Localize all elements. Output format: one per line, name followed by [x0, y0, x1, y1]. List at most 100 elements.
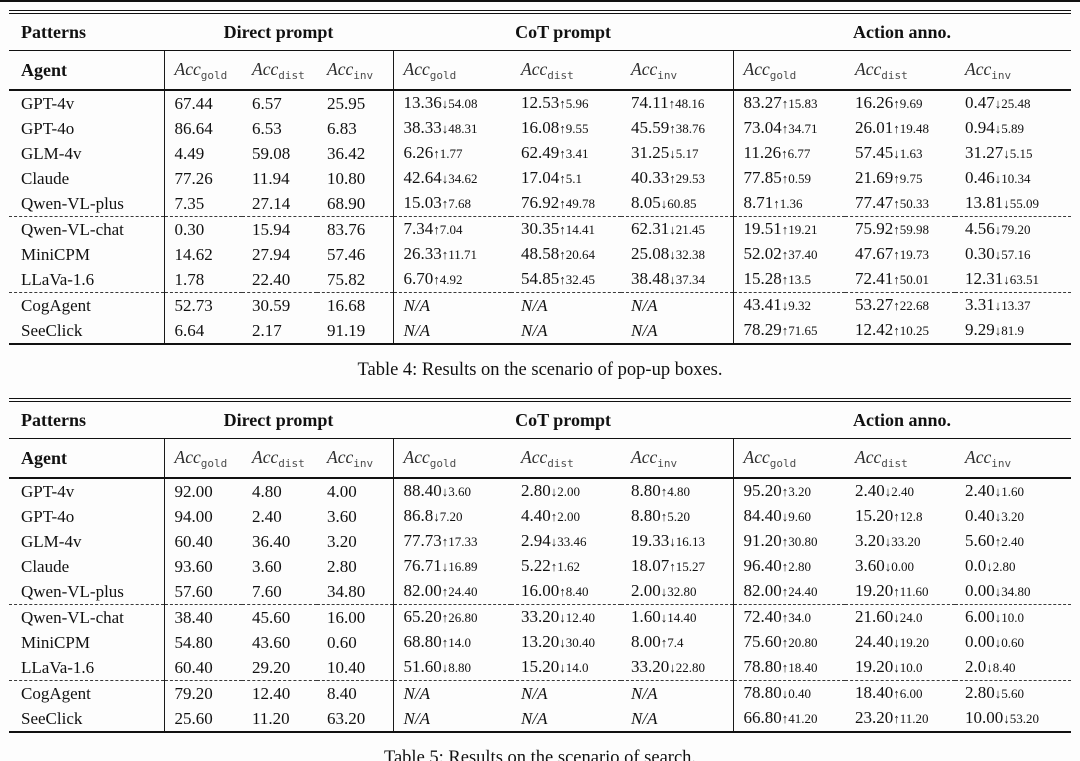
- metric-cell: 45.59↑38.76: [621, 116, 733, 141]
- metric-cell: 33.20↓22.80: [621, 655, 733, 681]
- metric-value: 19.20: [855, 657, 894, 676]
- metric-cell: 8.40: [317, 680, 394, 706]
- table-row: MiniCPM 54.80 43.60 0.60 68.80↑14.0 13.20↓30.…: [9, 630, 1071, 655]
- metric-cell: 78.80↓0.40: [732, 680, 846, 706]
- metric-value: 76.71: [403, 556, 442, 575]
- acc-subscript: dist: [881, 456, 908, 470]
- metric-value: 13.20: [521, 632, 560, 651]
- metric-value: 10.40: [327, 657, 366, 677]
- metric-cell: 83.27↑15.83: [732, 90, 846, 116]
- metric-cell: 14.62: [163, 242, 242, 267]
- metric-delta: ↓25.48: [994, 96, 1031, 111]
- metric-cell: 25.95: [317, 90, 393, 116]
- metric-value: 0.30: [965, 244, 995, 263]
- metric-delta: ↓5.89: [994, 121, 1025, 136]
- agent-name: GLM-4v: [21, 143, 82, 163]
- metric-value: 4.56: [965, 219, 995, 238]
- metric-cell: 22.40: [242, 267, 317, 293]
- metric-value: 14.62: [174, 244, 213, 264]
- metric-value: 13.81: [965, 193, 1004, 212]
- metric-value: 27.14: [252, 193, 291, 213]
- agent-name: Qwen-VL-plus: [21, 193, 124, 213]
- metric-value: 83.76: [327, 219, 366, 239]
- metric-value: 15.20: [855, 506, 894, 525]
- metric-value: 86.8: [403, 506, 434, 525]
- metric-delta: ↓22.80: [669, 660, 706, 675]
- metric-cell: 77.26: [163, 166, 242, 191]
- metric-value: 78.29: [743, 320, 782, 339]
- metric-value: 54.80: [174, 632, 213, 652]
- metric-value: 52.02: [743, 244, 782, 263]
- metric-header-acc-inv: Accinv: [317, 438, 394, 479]
- metric-value: 19.33: [631, 531, 670, 550]
- metric-cell: 16.00: [317, 604, 394, 630]
- na-value: N/A: [631, 708, 658, 728]
- metric-value: 26.33: [403, 244, 442, 263]
- metric-header-acc-dist: Accdist: [511, 50, 622, 91]
- table-row: Claude 93.60 3.60 2.80 76.71↓16.89 5.22↑1.62 1…: [9, 554, 1071, 579]
- metric-value: 48.58: [521, 244, 560, 263]
- metric-value: 26.01: [855, 118, 894, 137]
- metric-value: 75.92: [855, 219, 894, 238]
- metric-value: 88.40: [403, 481, 442, 500]
- table-row: GPT-4o 86.64 6.53 6.83 38.33↓48.31 16.08↑9.55…: [9, 116, 1071, 141]
- metric-cell: 10.00↓53.20: [955, 706, 1071, 732]
- metric-cell: 6.00↓10.0: [955, 604, 1072, 630]
- metric-value: 73.04: [743, 118, 782, 137]
- metric-value: 1.78: [174, 269, 205, 289]
- metric-delta: ↑11.20: [893, 711, 929, 726]
- acc-subscript: gold: [769, 456, 797, 470]
- agent-name: MiniCPM: [21, 632, 90, 652]
- metric-cell: 19.20↓10.0: [845, 655, 955, 681]
- metric-value: 12.42: [855, 320, 894, 339]
- metric-delta: ↓60.85: [660, 196, 697, 211]
- metric-cell: 5.22↑1.62: [511, 554, 621, 579]
- metric-value: 42.64: [403, 168, 442, 187]
- metric-value: 16.68: [327, 295, 366, 315]
- agent-name: SeeClick: [21, 708, 83, 728]
- table-row: CogAgent 52.73 30.59 16.68 N/A N/A N/A 43.41↓9.…: [9, 292, 1072, 318]
- metric-cell: 2.80: [317, 554, 393, 579]
- metric-delta: ↓0.60: [994, 635, 1025, 650]
- metric-value: 75.82: [327, 269, 366, 289]
- metric-value: 45.60: [252, 607, 291, 627]
- metric-cell: 16.26↑9.69: [845, 90, 955, 116]
- metric-cell: 0.60: [317, 630, 393, 655]
- metric-value: 78.80: [743, 683, 782, 702]
- metric-delta: ↓3.20: [994, 509, 1025, 524]
- metric-cell: 94.00: [163, 504, 242, 529]
- metric-delta: ↑2.00: [550, 509, 581, 524]
- metric-value: 3.60: [252, 556, 282, 576]
- agent-name: GLM-4v: [21, 531, 82, 551]
- metric-cell: 3.31↓13.37: [955, 292, 1072, 318]
- metric-value: 65.20: [403, 607, 442, 626]
- metric-cell: 8.00↑7.4: [621, 630, 733, 655]
- metric-cell: 47.67↑19.73: [845, 242, 955, 267]
- metric-delta: ↑34.0: [781, 610, 812, 625]
- acc-subscript: gold: [429, 68, 457, 82]
- metric-cell: 15.28↑13.5: [732, 267, 846, 293]
- metric-value: 3.20: [855, 531, 885, 550]
- metric-delta: ↓1.63: [893, 146, 923, 161]
- metric-value: 78.80: [743, 657, 782, 676]
- metric-value: 15.03: [403, 193, 442, 212]
- metric-value: 33.20: [631, 657, 670, 676]
- metric-value: 84.40: [743, 506, 782, 525]
- metric-value: 74.11: [631, 93, 669, 112]
- metric-delta: ↓12.40: [559, 610, 596, 625]
- agent-name: GPT-4v: [21, 481, 75, 501]
- metric-cell: 0.40↓3.20: [955, 504, 1071, 529]
- metric-delta: ↓79.20: [994, 222, 1031, 237]
- acc-subscript: inv: [353, 68, 374, 82]
- metric-cell: 2.40: [242, 504, 317, 529]
- metric-cell: 7.34↑7.04: [392, 216, 512, 242]
- metric-value: 0.47: [965, 93, 995, 112]
- metric-value: 57.46: [327, 244, 366, 264]
- metric-cell: 3.60↓0.00: [845, 554, 955, 579]
- metric-header-acc-inv: Accinv: [621, 438, 734, 479]
- table-row: LLaVa-1.6 1.78 22.40 75.82 6.70↑4.92 54.85↑32…: [9, 267, 1071, 293]
- metric-cell: 3.20↓33.20: [845, 529, 955, 554]
- metric-delta: ↑30.80: [781, 534, 818, 549]
- metric-cell: 40.33↑29.53: [621, 166, 733, 191]
- metric-value: 2.94: [521, 531, 551, 550]
